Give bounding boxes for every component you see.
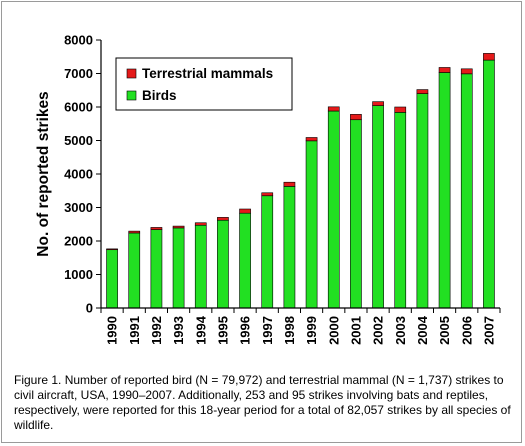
bar-terrestrial-mammals-1997	[261, 192, 274, 197]
bar-birds-2001	[350, 119, 362, 309]
bar-birds-2005	[438, 72, 451, 309]
bar-terrestrial-mammals-1999	[305, 137, 318, 142]
legend: Terrestrial mammals Birds	[115, 57, 293, 111]
bar-birds-1990	[106, 249, 118, 309]
bar-birds-1995	[217, 219, 229, 309]
bar-birds-1992	[150, 229, 163, 309]
bar-terrestrial-mammals-2005	[438, 67, 451, 73]
x-tick-label-2004: 2004	[415, 315, 430, 345]
bar-terrestrial-mammals-2000	[327, 106, 340, 112]
bar-terrestrial-mammals-2007	[483, 53, 495, 61]
bar-birds-1993	[172, 227, 185, 309]
x-tick-label-1997: 1997	[260, 316, 275, 345]
x-tick-label-1992: 1992	[149, 316, 164, 345]
legend-swatch-terrestrial-mammals	[126, 68, 137, 79]
legend-swatch-birds	[126, 90, 137, 101]
x-tick-label-1995: 1995	[215, 316, 230, 345]
bar-birds-2002	[372, 105, 384, 309]
bar-birds-2000	[327, 110, 340, 309]
legend-label-terrestrial-mammals: Terrestrial mammals	[142, 66, 273, 81]
x-tick-label-2001: 2001	[348, 316, 363, 345]
x-tick-label-2000: 2000	[326, 316, 341, 345]
y-tick-label-4000: 4000	[64, 167, 93, 182]
x-tick-label-1994: 1994	[193, 315, 208, 345]
y-tick-label-2000: 2000	[64, 234, 93, 249]
x-tick-label-2002: 2002	[371, 316, 386, 345]
bar-terrestrial-mammals-1993	[172, 225, 185, 229]
bar-birds-1991	[128, 232, 141, 309]
bar-terrestrial-mammals-1998	[283, 181, 296, 187]
figure-caption: Figure 1. Number of reported bird (N = 7…	[14, 373, 511, 432]
y-tick-label-3000: 3000	[64, 200, 93, 215]
y-tick-label-1000: 1000	[64, 267, 93, 282]
bar-birds-1998	[283, 186, 296, 309]
bar-terrestrial-mammals-2003	[394, 106, 407, 113]
y-tick-label-6000: 6000	[64, 100, 93, 115]
x-tick-label-1991: 1991	[127, 316, 142, 345]
bar-terrestrial-mammals-2006	[460, 68, 473, 75]
bar-terrestrial-mammals-2004	[416, 89, 429, 94]
bar-terrestrial-mammals-2002	[372, 101, 384, 106]
x-tick-label-1990: 1990	[105, 316, 120, 345]
bar-terrestrial-mammals-1996	[239, 208, 251, 214]
bar-terrestrial-mammals-1990	[106, 248, 118, 251]
x-tick-label-1998: 1998	[282, 316, 297, 345]
y-tick-label-0: 0	[86, 301, 93, 316]
bar-terrestrial-mammals-1994	[194, 222, 207, 226]
bar-terrestrial-mammals-2001	[350, 114, 362, 121]
x-tick-label-1999: 1999	[304, 316, 319, 345]
x-tick-label-2003: 2003	[393, 316, 408, 345]
y-tick-label-7000: 7000	[64, 66, 93, 81]
legend-label-birds: Birds	[142, 88, 177, 103]
x-tick-label-1996: 1996	[238, 316, 253, 345]
bars-group	[106, 53, 495, 309]
bar-birds-2007	[483, 59, 495, 309]
x-tick-label-2006: 2006	[459, 316, 474, 345]
bar-birds-1997	[261, 195, 274, 309]
bar-birds-1996	[239, 212, 251, 309]
x-tick-label-2005: 2005	[437, 316, 452, 345]
bar-terrestrial-mammals-1995	[217, 217, 229, 221]
y-tick-label-5000: 5000	[64, 133, 93, 148]
legend-box	[115, 57, 293, 111]
bar-birds-2003	[394, 112, 407, 309]
axes: 0 1000 2000 3000 4000 5000 6000 7000 8000 1990 199…	[64, 33, 501, 345]
bar-birds-2006	[460, 73, 473, 309]
x-tick-label-1993: 1993	[171, 316, 186, 345]
y-axis-label: No. of reported strikes	[35, 91, 52, 256]
x-tick-label-2007: 2007	[481, 316, 496, 345]
y-tick-label-8000: 8000	[64, 33, 93, 48]
bar-birds-2004	[416, 93, 429, 309]
bar-birds-1999	[305, 140, 318, 309]
bar-terrestrial-mammals-1992	[150, 227, 163, 230]
bar-terrestrial-mammals-1991	[128, 230, 141, 234]
bar-birds-1994	[194, 224, 207, 309]
